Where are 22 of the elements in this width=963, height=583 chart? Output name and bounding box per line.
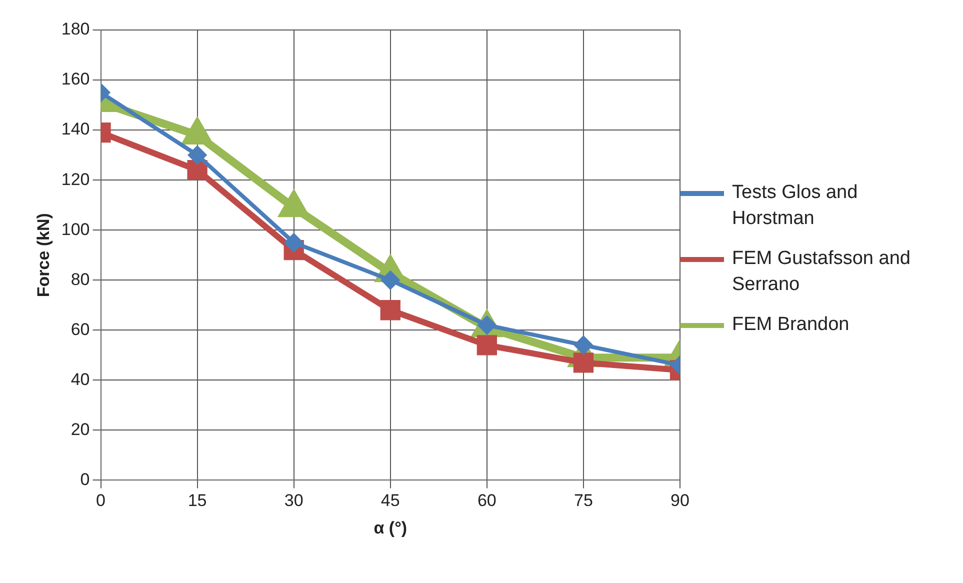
y-tick-label: 60 [70, 320, 90, 339]
y-tick-label: 0 [80, 470, 90, 489]
x-tick-label: 15 [188, 491, 207, 510]
x-tick-label: 90 [670, 491, 690, 510]
x-tick-label: 30 [284, 491, 304, 510]
x-axis-title: α (°) [374, 518, 408, 538]
legend-label: FEM Brandon [732, 313, 850, 337]
y-tick-label: 40 [70, 370, 90, 389]
legend-label: FEM Gustafsson and Serrano [732, 247, 912, 297]
x-tick-label: 60 [477, 491, 496, 510]
x-tick-label: 0 [96, 491, 106, 510]
y-axis-title: Force (kN) [34, 213, 53, 298]
x-tick-label: 75 [574, 491, 593, 510]
y-tick-label: 120 [61, 170, 90, 189]
y-tick-label: 80 [70, 270, 90, 289]
x-tick-label: 45 [380, 491, 400, 510]
y-tick-label: 180 [61, 20, 90, 39]
y-tick-label: 160 [61, 70, 90, 89]
y-tick-label: 100 [61, 220, 90, 239]
legend-label: Tests Glos and Horstman [732, 181, 859, 231]
y-tick-label: 20 [70, 420, 90, 439]
y-tick-label: 140 [61, 120, 90, 139]
